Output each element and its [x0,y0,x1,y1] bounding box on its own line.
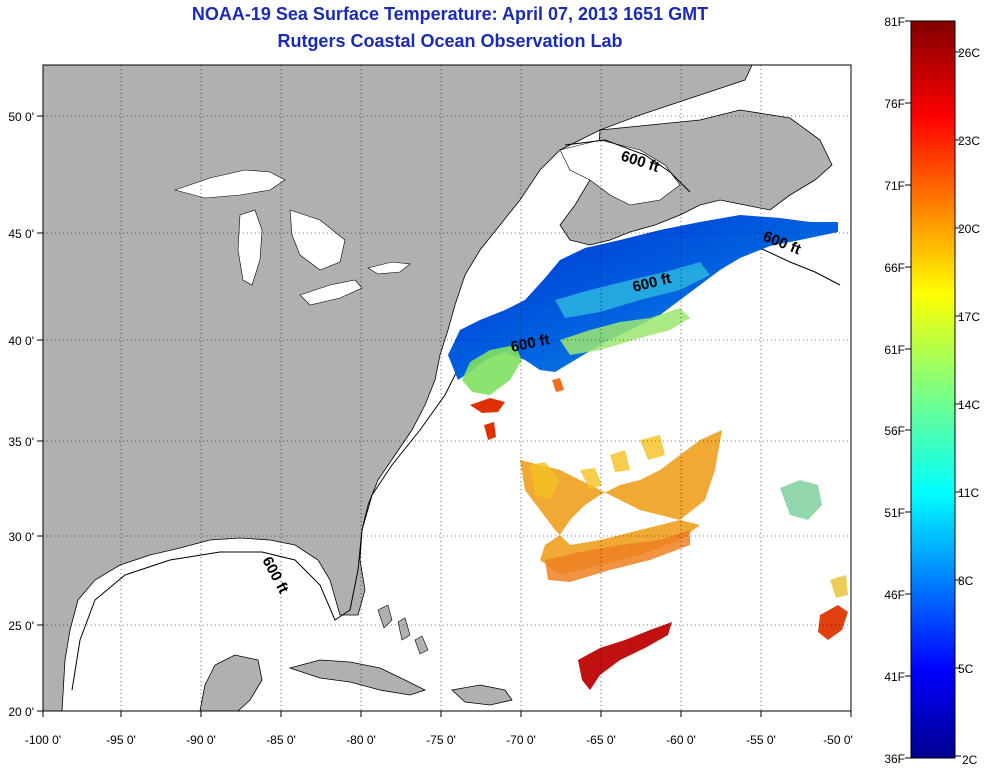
lon-label: -85 0' [266,733,296,747]
lon-label: -80 0' [346,733,376,747]
lon-label: -70 0' [506,733,536,747]
yucatan-land [199,654,263,711]
lon-label: -65 0' [586,733,616,747]
canada-east-land [559,109,833,246]
colorbar-f-label: 81F [884,15,905,29]
lake-ontario [367,261,411,275]
sst-east-patch [780,480,822,520]
colorbar-c-label: 8C [958,574,974,588]
colorbar-f-label: 56F [884,424,905,438]
lake-erie [299,279,363,306]
gulf-st-lawrence [559,139,681,206]
map-subtitle: Rutgers Coastal Ocean Observation Lab [277,31,623,51]
lake-huron [289,209,346,271]
colorbar-c-label: 17C [958,310,980,324]
hispaniola-land [451,684,513,706]
sst-east-yellow [830,575,848,598]
cuba-land [288,659,427,696]
sst-yellow-streaks [530,435,665,500]
colorbar-c-label: 2C [962,753,978,767]
sst-orange-small [552,378,564,392]
map-gridlines [43,65,851,711]
colorbar-f-label: 46F [884,588,905,602]
colorbar-c-label: 11C [958,486,979,500]
lat-label: 20 0' [8,705,34,719]
colorbar-gradient [910,20,956,759]
lat-label: 25 0' [8,619,34,633]
colorbar-c-label: 23C [958,134,980,148]
colorbar-c-label: 5C [958,662,974,676]
lat-label: 30 0' [8,530,34,544]
sst-gulfstream-red [470,398,505,440]
sst-cyan-band [555,262,710,318]
colorbar-f-label: 51F [884,506,905,520]
map-title: NOAA-19 Sea Surface Temperature: April 0… [191,4,709,24]
sst-red-south [578,622,672,690]
lat-label: 45 0' [8,227,34,241]
colorbar-f-label: 76F [884,97,905,111]
lon-label: -75 0' [426,733,456,747]
north-america-land [43,65,753,711]
colorbar-c-label: 14C [958,398,980,412]
colorbar-f-label: 36F [884,752,905,766]
sst-east-red [818,605,848,640]
bahamas-land [377,604,429,655]
colorbar-f-label: 41F [884,670,905,684]
lon-label: -60 0' [666,733,696,747]
colorbar-f-label: 71F [884,179,905,193]
lat-label: 35 0' [8,435,34,449]
sst-warm-band [545,530,690,582]
lon-label: -95 0' [106,733,136,747]
temperature-colorbar: 81F 76F 71F 66F 61F 56F 51F 46F 41F 36F … [884,15,980,767]
lake-superior [173,169,286,199]
lake-michigan [237,209,263,286]
lon-label: -90 0' [186,733,216,747]
colorbar-f-label: 66F [884,261,905,275]
colorbar-f-label: 61F [884,343,905,357]
sst-green-patch-2 [560,308,690,355]
lon-label: -50 0' [823,733,853,747]
colorbar-c-label: 20C [958,222,980,236]
lat-label: 40 0' [8,334,34,348]
lat-label: 50 0' [8,110,34,124]
lon-label: -55 0' [746,733,776,747]
colorbar-c-label: 26C [958,46,980,60]
lat-axis-labels: 20 0' 25 0' 30 0' 35 0' 40 0' 45 0' 50 0… [8,110,34,719]
contour-600ft-gulf [564,139,691,193]
lon-axis-labels: -100 0' -95 0' -90 0' -85 0' -80 0' -75 … [25,733,853,747]
lon-label: -100 0' [25,733,61,747]
sst-green-patch [462,345,522,395]
